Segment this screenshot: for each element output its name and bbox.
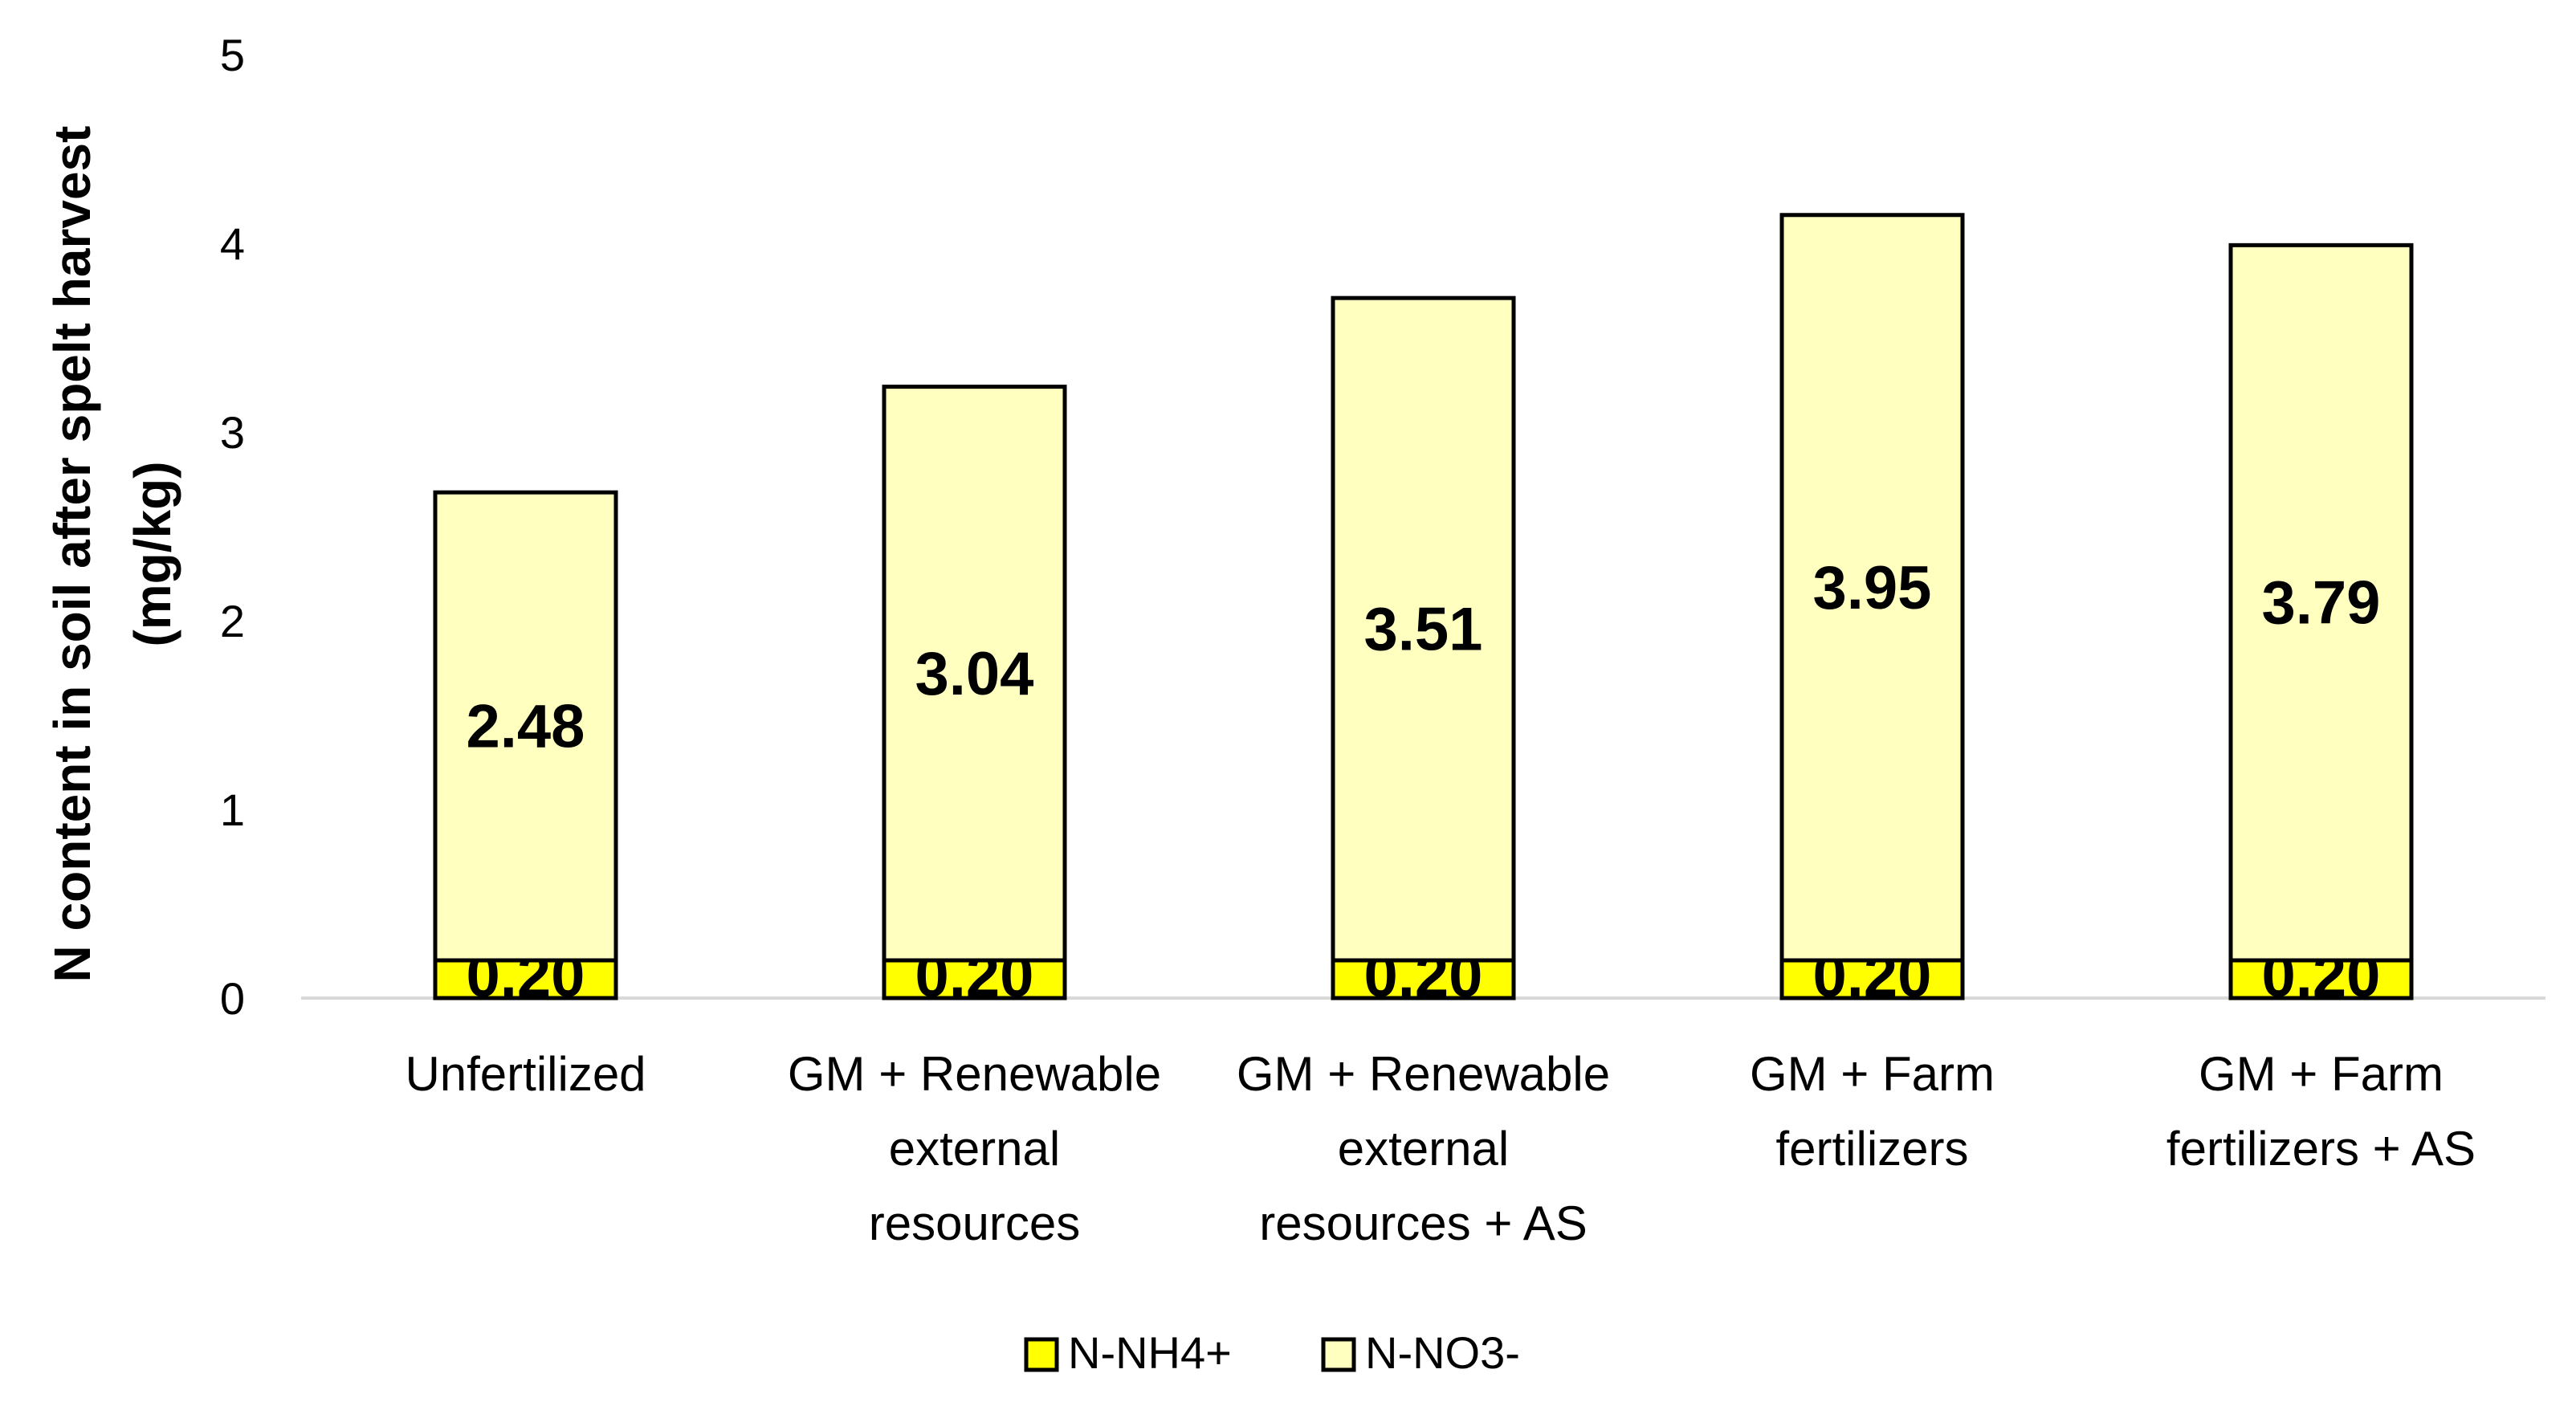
bar-nh4-4 — [1779, 958, 1965, 1000]
x-tick-label-1: Unfertilized — [405, 1047, 646, 1101]
legend: N-NH4+ N-NO3- — [1024, 1327, 1520, 1378]
bar-nh4-1 — [433, 958, 618, 1000]
legend-label-nh4: N-NH4+ — [1068, 1327, 1232, 1378]
x-tick-label-4: fertilizers — [1775, 1122, 1968, 1176]
y-axis-title-line-2: (mg/kg) — [124, 461, 181, 646]
legend-swatch-no3 — [1321, 1337, 1356, 1372]
category-labels: Unfertilized GM + Renewable external resour… — [405, 1047, 2476, 1250]
y-axis-title-line-1: N content in soil after spelt harvest — [43, 126, 101, 983]
x-tick-label-3: GM + Renewable — [1237, 1047, 1610, 1101]
y-axis-title: N content in soil after spelt harvest (mg… — [43, 126, 181, 983]
bar-no3-4 — [1779, 213, 1965, 963]
bar-no3-1 — [433, 490, 618, 963]
y-tick-label: 5 — [220, 30, 245, 80]
bars: 0.202.480.203.040.203.510.203.950.203.79 — [433, 213, 2414, 1010]
y-axis-ticks: 0 1 2 3 4 5 — [220, 30, 245, 1024]
bar-nh4-5 — [2228, 958, 2414, 1000]
x-tick-label-2: external — [889, 1122, 1060, 1176]
x-tick-label-2: GM + Renewable — [788, 1047, 1161, 1101]
bar-no3-5 — [2228, 242, 2414, 963]
bar-nh4-3 — [1331, 958, 1516, 1000]
legend-label-no3: N-NO3- — [1365, 1327, 1520, 1378]
x-tick-label-2: resources — [869, 1196, 1080, 1250]
y-tick-label: 2 — [220, 596, 245, 646]
bar-no3-3 — [1331, 295, 1516, 963]
y-tick-label: 3 — [220, 407, 245, 458]
x-tick-label-5: GM + Farm — [2199, 1047, 2444, 1101]
data-label-no3-3: 3.51 — [1364, 596, 1483, 664]
data-label-no3-1: 2.48 — [467, 693, 585, 761]
y-tick-label: 4 — [220, 218, 245, 269]
bar-no3-2 — [882, 385, 1067, 963]
x-tick-label-3: external — [1338, 1122, 1509, 1176]
data-label-no3-5: 3.79 — [2262, 569, 2381, 638]
x-tick-label-5: fertilizers + AS — [2166, 1122, 2476, 1176]
x-tick-label-4: GM + Farm — [1750, 1047, 1995, 1101]
legend-swatch-nh4 — [1024, 1337, 1059, 1372]
x-tick-label-3: resources + AS — [1259, 1196, 1588, 1250]
data-label-no3-4: 3.95 — [1813, 554, 1932, 622]
y-tick-label: 1 — [220, 784, 245, 835]
data-label-no3-2: 3.04 — [915, 640, 1034, 708]
y-tick-label: 0 — [220, 973, 245, 1024]
